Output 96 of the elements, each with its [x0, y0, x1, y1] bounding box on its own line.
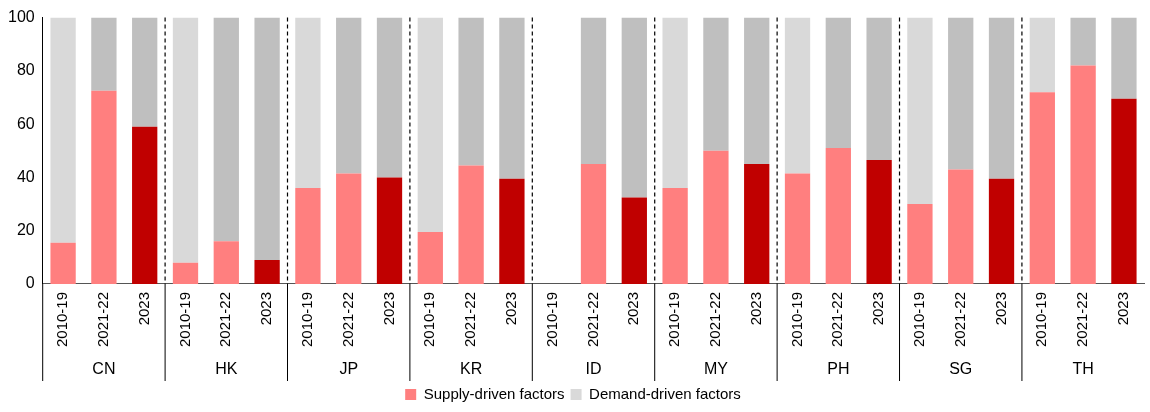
x-tick-label: 2023 [1114, 291, 1132, 326]
bar [50, 242, 76, 284]
bar [213, 17, 239, 242]
text: SG [949, 360, 973, 378]
text: JP [339, 360, 359, 378]
bar [458, 165, 484, 284]
bar [295, 17, 321, 189]
bar [662, 188, 688, 284]
bar [254, 259, 280, 284]
bar [580, 164, 607, 284]
x-tick-label: 2021-22 [461, 291, 479, 348]
x-tick-label: 2023 [379, 291, 397, 326]
bar [825, 17, 851, 149]
bar [499, 17, 525, 179]
x-tick-label: 2010-19 [420, 291, 438, 348]
x-tick-label: 2023 [257, 291, 275, 326]
bar [948, 17, 974, 170]
x-tick-label: 2021-22 [338, 291, 356, 348]
legend-label: Demand-driven factors [589, 384, 741, 402]
x-tick-label: 2023 [869, 291, 887, 326]
text: PH [827, 360, 850, 378]
bar [132, 126, 158, 284]
bar [254, 17, 280, 260]
y-tick-label: 80 [16, 61, 35, 79]
bar [866, 17, 892, 161]
y-tick-label: 0 [25, 274, 35, 292]
bar [621, 197, 647, 284]
y-tick-label: 60 [16, 114, 35, 132]
bar [417, 232, 443, 284]
bar [580, 17, 607, 165]
bar [662, 17, 688, 189]
bar [1111, 17, 1137, 99]
bar [172, 262, 199, 284]
bar [784, 173, 811, 284]
bar [417, 17, 443, 233]
bar [376, 17, 403, 178]
bar [1029, 17, 1055, 93]
bar [703, 17, 729, 151]
x-tick-label: 2010-19 [542, 291, 560, 348]
bar [50, 17, 76, 243]
x-tick-label: 2010-19 [53, 291, 71, 348]
bar [336, 17, 362, 174]
bar [784, 17, 811, 174]
bar [907, 204, 933, 284]
bar [376, 177, 403, 284]
bar [132, 17, 158, 127]
bar [1070, 65, 1096, 284]
legend-label: Supply-driven factors [423, 384, 565, 402]
x-tick-label: 2023 [624, 291, 642, 326]
x-tick-label: 2023 [746, 291, 764, 326]
x-tick-label: 2010-19 [1032, 291, 1050, 348]
bar [825, 148, 851, 284]
text: HK [215, 360, 238, 378]
x-tick-label: 2010-19 [910, 291, 928, 348]
x-tick-label: 2021-22 [828, 291, 846, 348]
bar [703, 150, 729, 284]
x-tick-label: 2021-22 [706, 291, 724, 348]
bar [213, 241, 239, 284]
bar [1070, 17, 1096, 66]
y-tick-label: 20 [16, 221, 35, 239]
bar [744, 17, 770, 165]
text: MY [703, 360, 729, 378]
bar [91, 17, 117, 91]
x-tick-label: 2010-19 [298, 291, 316, 348]
x-tick-label: 2010-19 [175, 291, 193, 348]
y-tick-label: 40 [16, 167, 35, 185]
x-tick-label: 2021-22 [216, 291, 234, 348]
bar [744, 164, 770, 284]
x-tick-label: 2021-22 [950, 291, 968, 348]
x-tick-label: 2021-22 [583, 291, 601, 348]
x-tick-label: 2023 [991, 291, 1009, 326]
bar [1029, 92, 1055, 284]
bar [91, 90, 117, 284]
bar [1111, 98, 1137, 284]
bar [948, 169, 974, 284]
text: ID [585, 360, 602, 378]
bar [866, 160, 892, 284]
text: CN [92, 360, 116, 378]
bar [499, 178, 525, 284]
x-tick-label: 2021-22 [1073, 291, 1091, 348]
text: TH [1072, 360, 1094, 378]
bar [336, 173, 362, 284]
bar [907, 17, 933, 205]
bar [621, 17, 647, 198]
x-tick-label: 2010-19 [787, 291, 805, 348]
text: KR [459, 360, 483, 378]
x-tick-label: 2021-22 [94, 291, 112, 348]
x-tick-label: 2010-19 [665, 291, 683, 348]
bar [458, 17, 484, 166]
bar [172, 17, 199, 263]
x-tick-label: 2023 [134, 291, 152, 326]
y-tick-label: 100 [7, 8, 35, 26]
x-tick-label: 2023 [502, 291, 520, 326]
bar [988, 178, 1015, 284]
bar [988, 17, 1015, 179]
bar [295, 188, 321, 284]
